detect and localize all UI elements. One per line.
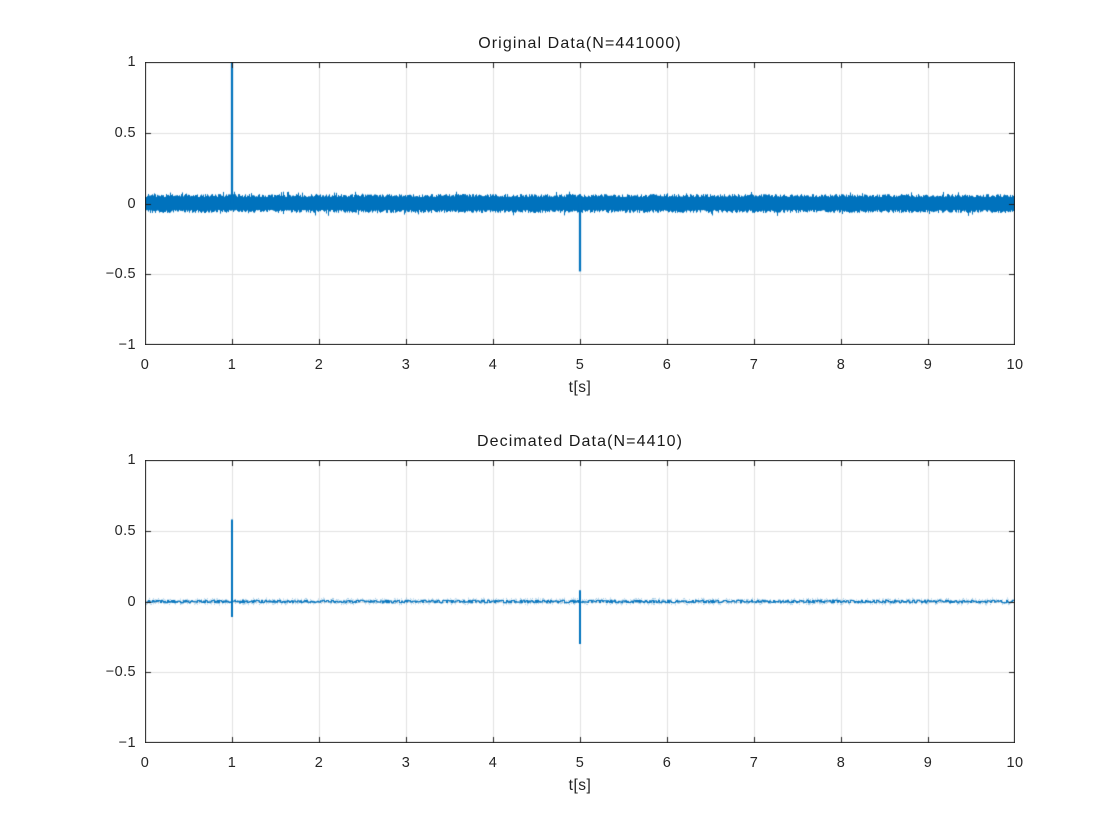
y-tick-label: 0.5: [114, 124, 136, 141]
x-tick-label: 8: [836, 357, 846, 373]
x-tick-label: 5: [575, 357, 585, 373]
x-tick-label: 1: [227, 755, 237, 771]
x-tick-label: 2: [314, 357, 324, 373]
y-tick-label: −0.5: [105, 266, 136, 283]
plot-title-decimated: Decimated Data(N=4410): [476, 433, 684, 450]
x-tick-label: 3: [401, 755, 411, 771]
x-axis-label-original: t[s]: [568, 379, 592, 396]
y-tick-label: 0: [127, 195, 136, 212]
plot-canvas-0: [145, 62, 1015, 345]
x-tick-label: 8: [836, 755, 846, 771]
x-tick-label: 10: [1006, 357, 1024, 373]
x-tick-label: 0: [140, 357, 150, 373]
y-tick-label: −1: [118, 337, 136, 353]
y-tick-label: −1: [118, 735, 136, 751]
x-tick-label: 5: [575, 755, 585, 771]
x-tick-label: 7: [749, 357, 759, 373]
plot-canvas-1: [145, 460, 1015, 743]
x-tick-label: 9: [923, 357, 933, 373]
x-tick-label: 0: [140, 755, 150, 771]
x-tick-label: 4: [488, 755, 498, 771]
x-tick-label: 2: [314, 755, 324, 771]
x-tick-label: 9: [923, 755, 933, 771]
x-axis-label-decimated: t[s]: [568, 777, 592, 794]
y-tick-label: −0.5: [105, 664, 136, 681]
x-tick-label: 4: [488, 357, 498, 373]
x-tick-label: 10: [1006, 755, 1024, 771]
x-tick-label: 7: [749, 755, 759, 771]
x-tick-label: 1: [227, 357, 237, 373]
y-tick-label: 0.5: [114, 522, 136, 539]
y-tick-label: 0: [127, 593, 136, 610]
y-tick-label: 1: [127, 452, 136, 468]
x-tick-label: 6: [662, 357, 672, 373]
y-tick-label: 1: [127, 54, 136, 70]
plot-title-original: Original Data(N=441000): [478, 35, 682, 52]
x-tick-label: 3: [401, 357, 411, 373]
x-tick-label: 6: [662, 755, 672, 771]
